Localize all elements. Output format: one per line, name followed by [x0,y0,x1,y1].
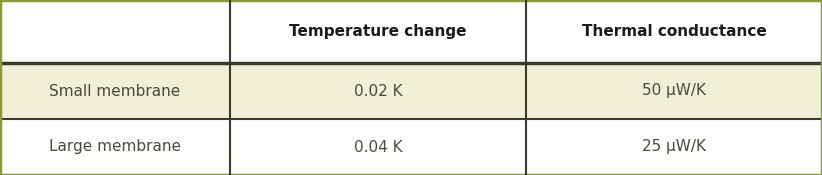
Text: 25 μW/K: 25 μW/K [642,139,706,155]
Text: 0.04 K: 0.04 K [353,139,403,155]
Bar [0,119,822,175]
Text: Thermal conductance: Thermal conductance [582,24,766,39]
Bar [0,0,822,63]
Text: Large membrane: Large membrane [49,139,181,155]
Text: Temperature change: Temperature change [289,24,467,39]
Text: Small membrane: Small membrane [49,83,181,99]
Bar [0,63,822,119]
Text: 0.02 K: 0.02 K [353,83,403,99]
Text: 50 μW/K: 50 μW/K [642,83,706,99]
